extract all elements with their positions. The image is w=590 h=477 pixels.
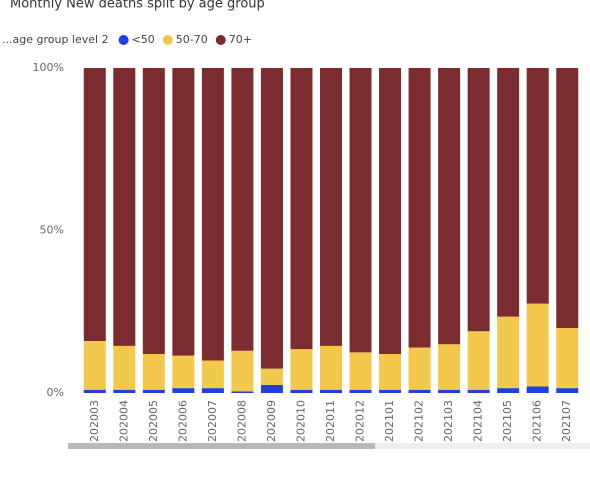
bar-segment [349,352,372,390]
x-tick-label: 202006 [176,400,189,442]
bar-segment [408,347,431,390]
bar-segment [438,344,461,390]
x-tick-label: 202102 [413,400,426,442]
bar-segment [231,350,254,392]
bar-segment [349,68,372,353]
bar-segment [408,68,431,348]
bar-segment [113,345,136,390]
bar-segment [113,389,136,393]
bar-segment [231,391,254,393]
x-tick-label: 202011 [324,400,337,442]
bar-segment [201,68,224,361]
bar-segment [526,68,549,304]
x-tick-label: 202101 [383,400,396,442]
bar-segment [172,68,195,356]
bar-segment [379,354,402,390]
x-tick-label: 202106 [531,400,544,442]
legend-marker [118,35,129,45]
bar-segment [201,388,224,393]
bar-segment [556,68,579,328]
bar-segment [231,68,254,351]
legend-label: <50 [132,33,155,46]
bar-segment [379,68,402,354]
x-tick-label: 202107 [560,400,573,442]
bar-segment [438,389,461,393]
x-tick-label: 202010 [294,400,307,442]
bar-segment [526,303,549,387]
bar-segment [172,355,195,389]
bar-segment [556,388,579,393]
bar-segment [83,68,106,341]
y-tick-label: 100% [33,61,64,74]
bar-segment [408,389,431,393]
x-tick-label: 202103 [442,400,455,442]
x-tick-label: 202003 [88,400,101,442]
legend-title: ...age group level 2 [2,33,109,46]
bar-segment [467,389,490,393]
bar-segment [142,68,165,354]
bar-segment [142,389,165,393]
bar-segment [290,389,313,393]
bar-segment [260,68,283,369]
x-tick-label: 202005 [147,400,160,442]
bar-segment [83,341,106,390]
bar-segment [320,68,342,346]
legend-marker [215,35,226,45]
bar-segment [113,68,136,346]
x-tick-label: 202009 [265,400,278,442]
x-tick-label: 202105 [501,400,514,442]
legend-marker [162,35,173,45]
bar-segment [290,349,313,390]
bar-segment [526,386,549,393]
bar-segment [172,388,195,393]
legend-label: 70+ [229,33,252,46]
bar-segment [142,354,165,390]
bar-segment [320,389,342,393]
y-tick-label: 50% [40,224,64,237]
bar-segment [497,316,520,389]
x-tick-label: 202007 [206,400,219,442]
chart-title: Monthly New deaths split by age group [10,0,265,12]
bar-segment [260,384,283,393]
scrollbar-thumb[interactable] [68,443,375,449]
bar-segment [201,360,224,389]
bar-segment [320,345,342,390]
bar-segment [497,68,520,317]
bar-segment [379,389,402,393]
bar-segment [467,68,490,332]
x-tick-label: 202008 [235,400,248,442]
x-tick-label: 202012 [354,400,367,442]
bar-segment [467,331,490,390]
bar-segment [349,389,372,393]
bar-segment [83,389,106,393]
y-tick-label: 0% [47,386,64,399]
bar-segment [497,388,520,393]
bar-segment [290,68,313,350]
x-tick-label: 202004 [117,400,130,442]
bar-segment [260,368,283,385]
bar-segment [556,328,579,389]
x-tick-label: 202104 [472,400,485,442]
bar-segment [438,68,461,345]
legend-label: 50-70 [176,33,208,46]
